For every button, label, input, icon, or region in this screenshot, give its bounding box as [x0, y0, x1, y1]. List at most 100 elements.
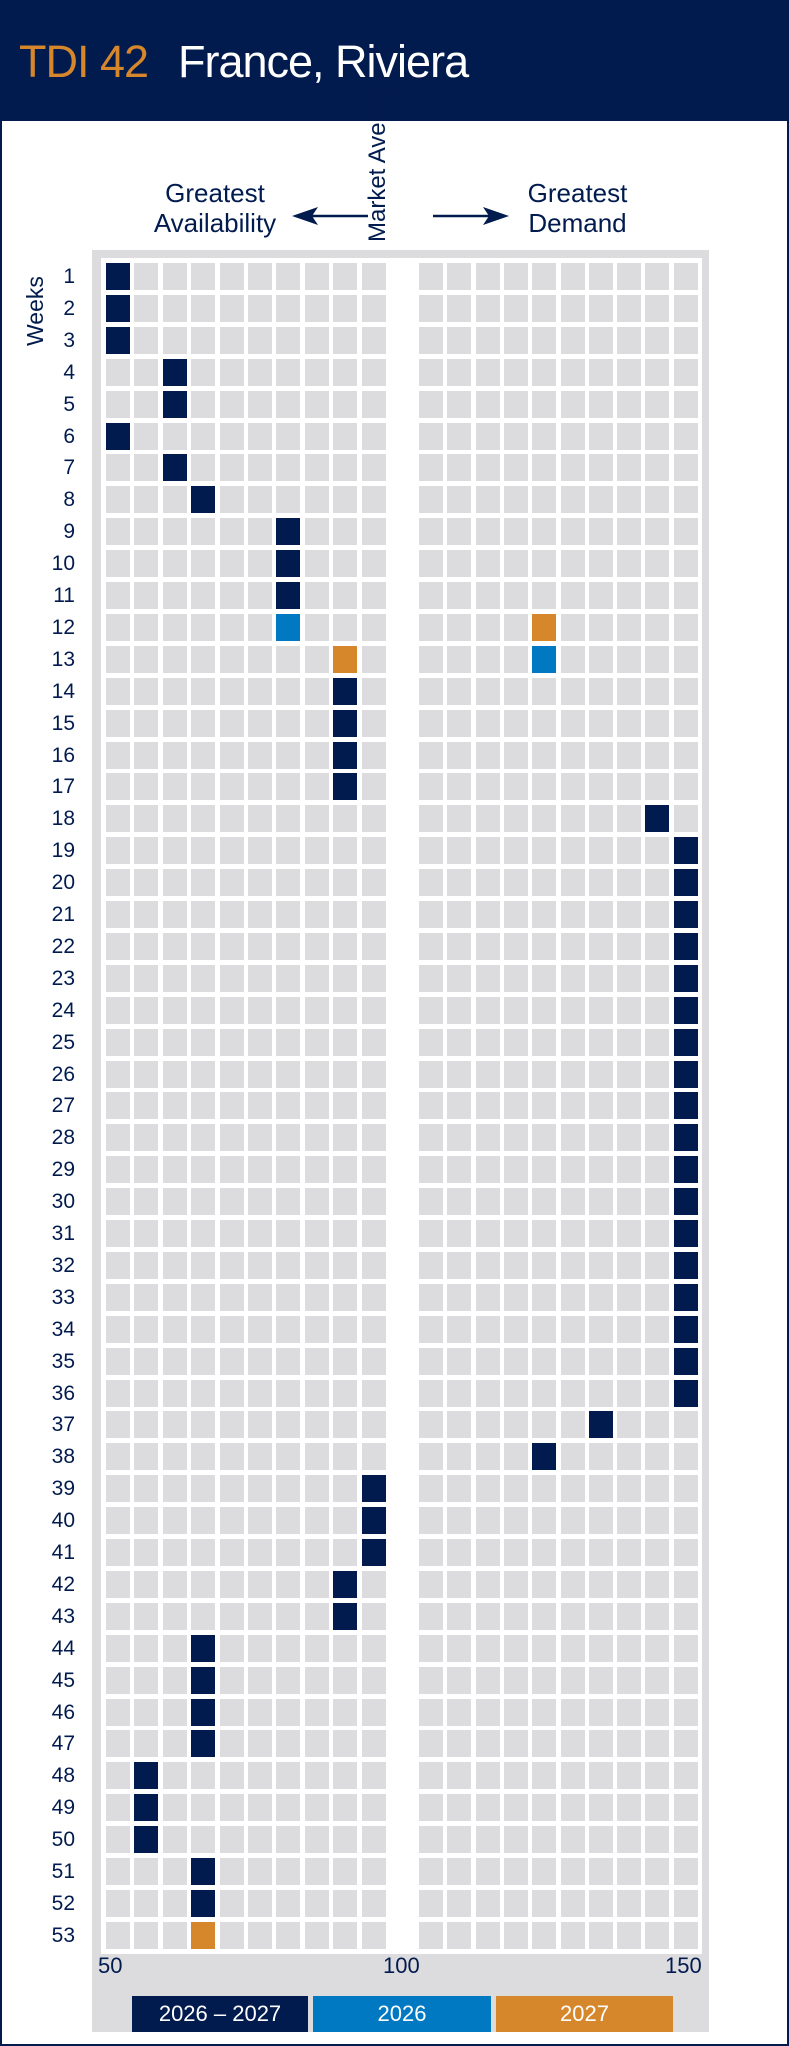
heatmap-cell [106, 837, 130, 865]
heatmap-cell [560, 1858, 585, 1885]
heatmap-cell [361, 805, 386, 833]
heatmap-cell [673, 773, 698, 801]
heatmap-cell [419, 1188, 443, 1216]
heatmap-cell [134, 677, 159, 705]
heatmap-cell [361, 1156, 386, 1184]
heatmap-cell [304, 1858, 329, 1885]
heatmap-cell [588, 1028, 613, 1056]
heatmap-cell [333, 869, 358, 897]
heatmap-mark-both [673, 1156, 698, 1184]
heatmap-cell [361, 1283, 386, 1311]
heatmap-cell [333, 1475, 358, 1503]
heatmap-cell [333, 1028, 358, 1056]
heatmap-cell [645, 741, 670, 769]
heatmap-cell [248, 1921, 272, 1949]
week-label: 8 [63, 488, 75, 512]
heatmap-cell [191, 1283, 216, 1311]
heatmap-cell [475, 1156, 500, 1184]
heatmap-cell [191, 1507, 216, 1535]
heatmap-cell [588, 964, 613, 992]
heatmap-cell [106, 550, 130, 578]
heatmap-cell [219, 1092, 244, 1120]
heatmap-cell [673, 582, 698, 609]
heatmap-cell [560, 1028, 585, 1056]
heatmap-cell [617, 709, 642, 737]
week-label: 5 [63, 392, 75, 416]
heatmap-mark-2026 [276, 613, 301, 641]
heatmap-cell [419, 1507, 443, 1535]
heatmap-cell [447, 326, 472, 354]
week-label: 16 [51, 743, 75, 767]
heatmap-cell [276, 1602, 301, 1630]
heatmap-cell [276, 326, 301, 354]
heatmap-cell [361, 358, 386, 386]
heatmap-cell [304, 263, 329, 290]
heatmap-cell [475, 1889, 500, 1917]
heatmap-cell [617, 1475, 642, 1503]
heatmap-cell [248, 294, 272, 322]
heatmap-cell [106, 1826, 130, 1854]
heatmap-mark-both [162, 390, 187, 418]
heatmap-cell [219, 741, 244, 769]
heatmap-cell [447, 1188, 472, 1216]
heatmap-cell [191, 996, 216, 1024]
heatmap-cell [560, 263, 585, 290]
heatmap-cell [645, 901, 670, 928]
heatmap-cell [162, 1379, 187, 1407]
heatmap-cell [106, 1539, 130, 1566]
heatmap-cell [361, 1698, 386, 1726]
heatmap-cell [219, 869, 244, 897]
heatmap-cell [333, 1156, 358, 1184]
heatmap-cell [191, 1443, 216, 1471]
heatmap-cell [134, 1666, 159, 1694]
heatmap-cell [588, 1634, 613, 1662]
heatmap-cell [447, 1411, 472, 1439]
heatmap-cell [673, 613, 698, 641]
heatmap-cell [532, 486, 557, 514]
heatmap-cell [304, 1475, 329, 1503]
heatmap-cell [361, 263, 386, 290]
heatmap-cell [532, 1794, 557, 1822]
heatmap-cell [532, 837, 557, 865]
heatmap-cell [503, 1251, 528, 1279]
heatmap-cell [162, 837, 187, 865]
heatmap-cell [162, 1634, 187, 1662]
heatmap-cell [219, 1220, 244, 1247]
heatmap-cell [134, 1475, 159, 1503]
heatmap-cell [503, 1507, 528, 1535]
heatmap-cell [191, 1028, 216, 1056]
heatmap-cell [361, 422, 386, 450]
heatmap-cell [560, 741, 585, 769]
heatmap-cell [532, 1826, 557, 1854]
heatmap-cell [475, 582, 500, 609]
heatmap-cell [503, 358, 528, 386]
heatmap-cell [503, 1602, 528, 1630]
heatmap-cell [219, 1124, 244, 1152]
heatmap-cell [162, 1826, 187, 1854]
heatmap-cell [248, 1634, 272, 1662]
heatmap-cell [532, 1858, 557, 1885]
heatmap-cell [361, 709, 386, 737]
heatmap-cell [333, 837, 358, 865]
heatmap-cell [248, 1602, 272, 1630]
heatmap-cell [419, 1666, 443, 1694]
heatmap-cell [333, 1188, 358, 1216]
heatmap-cell [447, 805, 472, 833]
heatmap-cell [673, 1475, 698, 1503]
heatmap-cell [361, 1921, 386, 1949]
heatmap-cell [588, 1666, 613, 1694]
heatmap-cell [673, 454, 698, 482]
heatmap-cell [134, 454, 159, 482]
heatmap-cell [560, 1220, 585, 1247]
heatmap-cell [560, 1570, 585, 1598]
heatmap-cell [560, 390, 585, 418]
heatmap-cell [106, 1507, 130, 1535]
heatmap-cell [560, 1347, 585, 1375]
heatmap-cell [304, 1698, 329, 1726]
heatmap-cell [304, 837, 329, 865]
heatmap-cell [333, 422, 358, 450]
heatmap-cell [219, 709, 244, 737]
heatmap-cell [276, 996, 301, 1024]
heatmap-cell [106, 1315, 130, 1343]
heatmap-cell [248, 1475, 272, 1503]
